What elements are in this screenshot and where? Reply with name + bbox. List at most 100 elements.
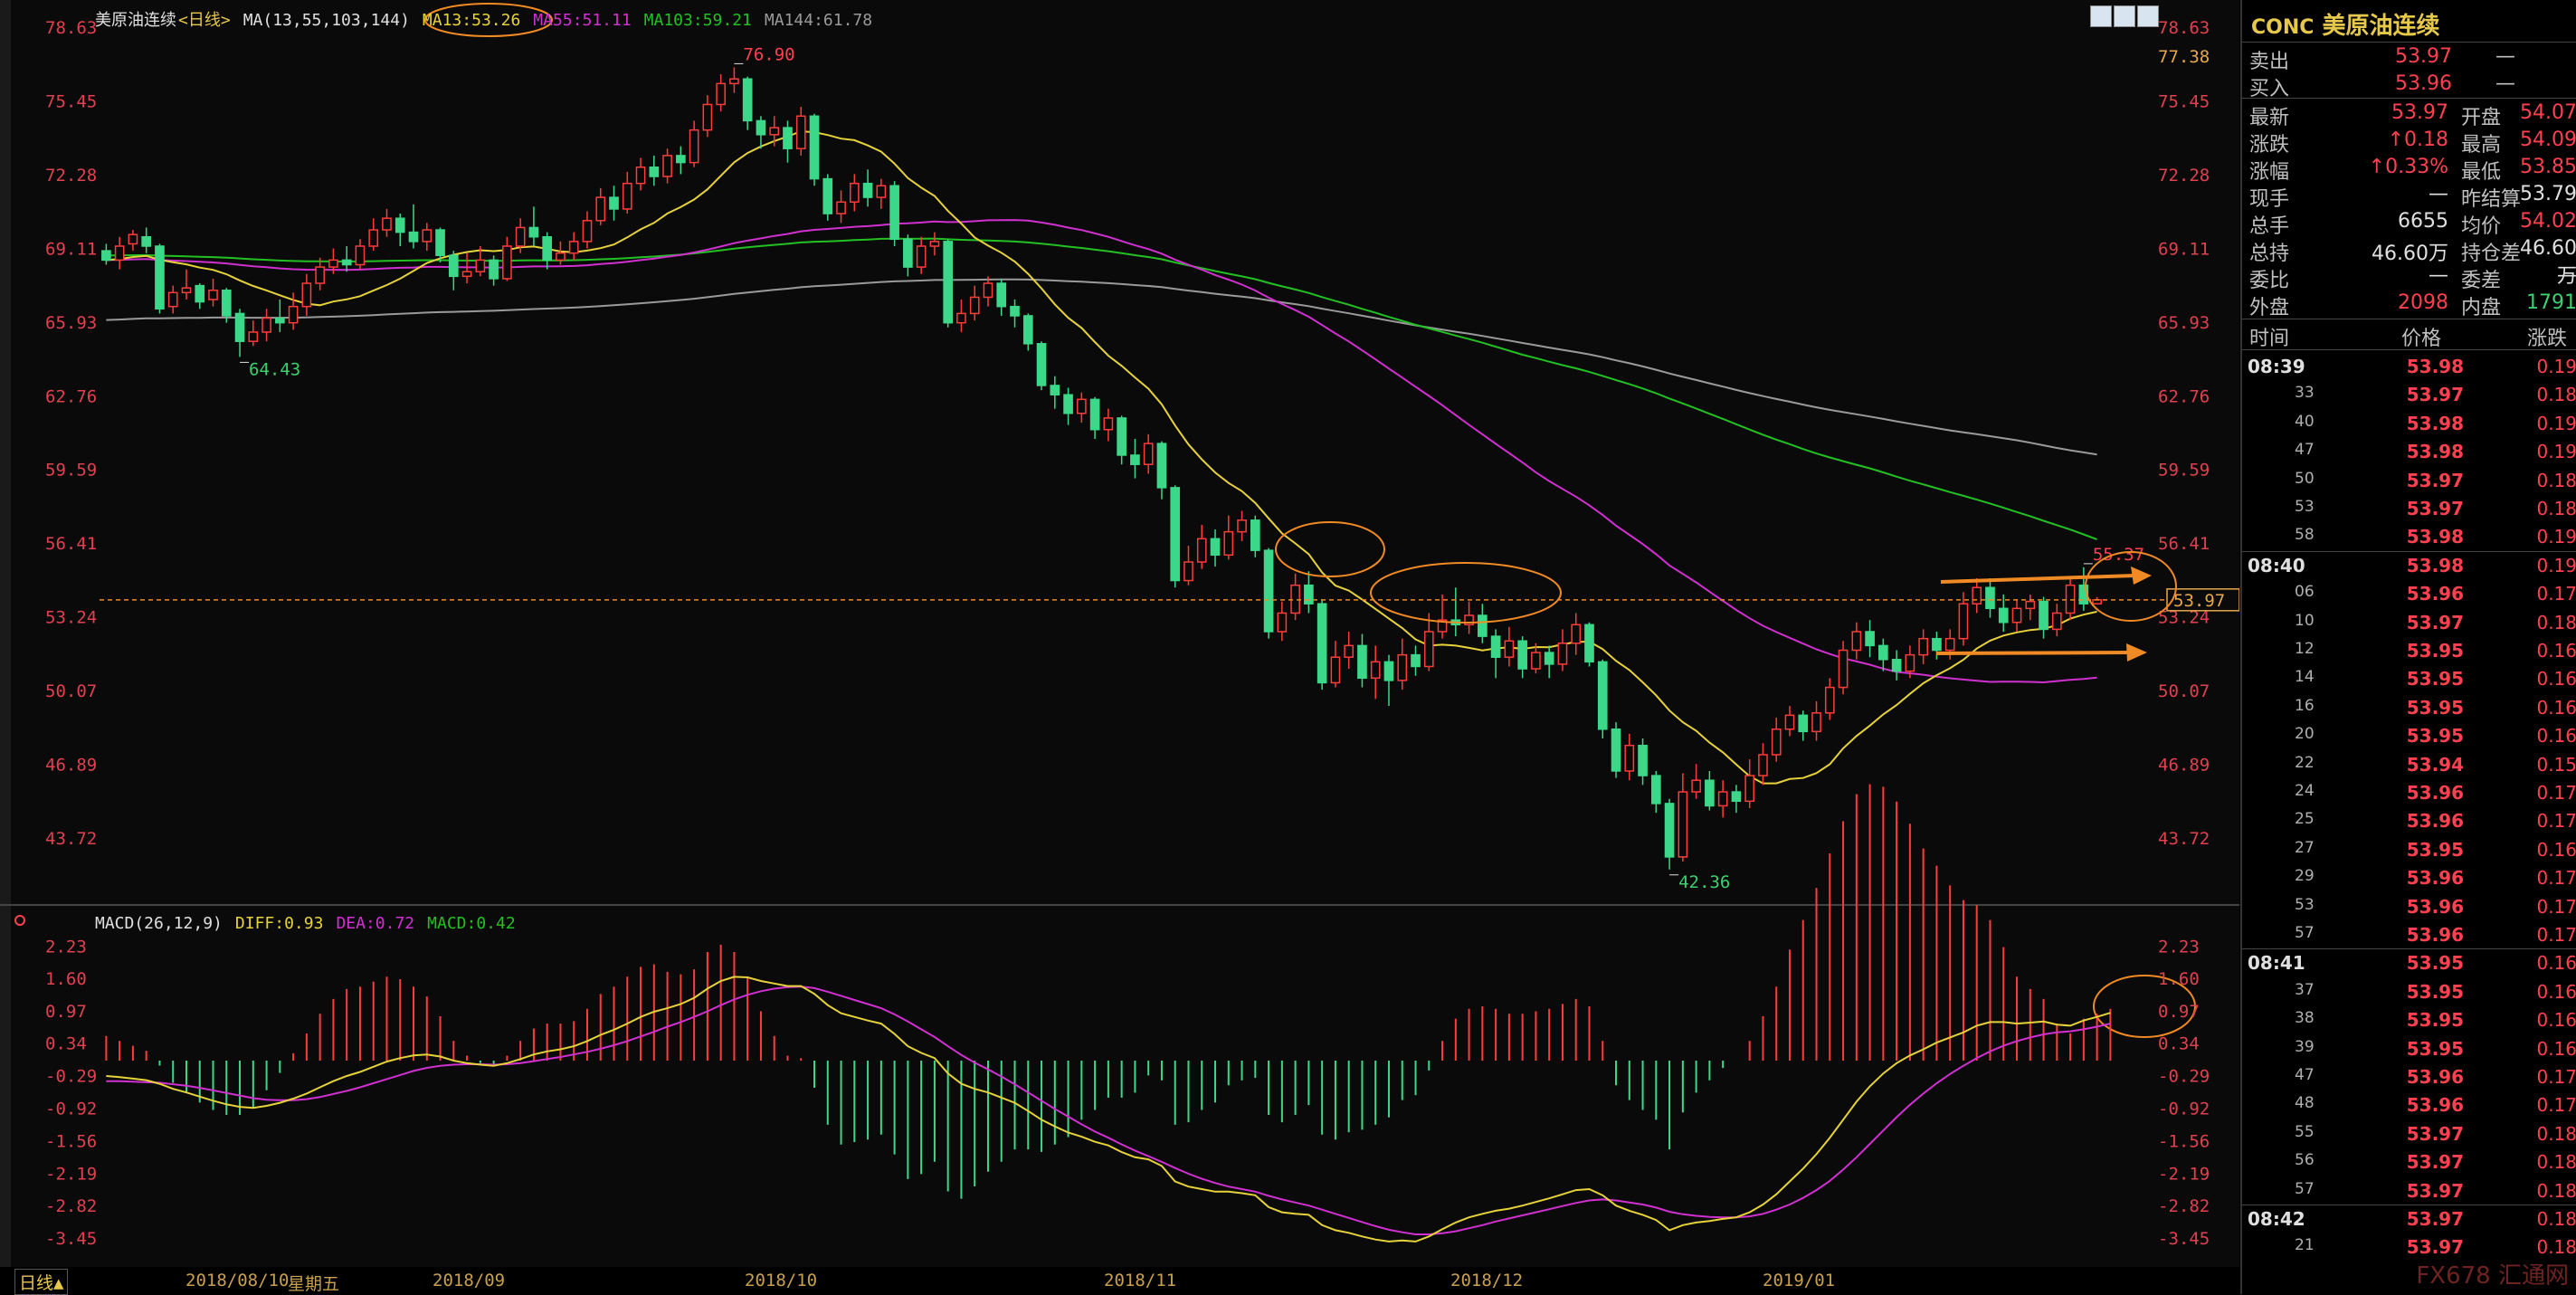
- stat-value: 53.79: [2520, 183, 2576, 205]
- month-label: 2019/01: [1763, 1271, 1836, 1290]
- candle-body: [1317, 603, 1327, 684]
- macd-y-tick-label: -0.92: [2158, 1099, 2210, 1119]
- y-tick-label: 50.07: [2158, 681, 2210, 701]
- macd-y-tick-label: 0.97: [45, 1002, 87, 1022]
- tick-change: 0.17: [2536, 810, 2576, 833]
- ma103-label: MA103:59.21: [643, 11, 752, 30]
- candle-body: [114, 245, 125, 262]
- candle-body: [649, 166, 660, 177]
- tick-row[interactable]: 40 53.98 0.19: [2242, 410, 2576, 438]
- tick-row[interactable]: 48 53.96 0.17: [2242, 1091, 2576, 1119]
- tick-price: 53.96: [2406, 782, 2464, 804]
- tick-row[interactable]: 56 53.97 0.18: [2242, 1148, 2576, 1176]
- tick-change: 0.16: [2536, 952, 2576, 975]
- tick-row[interactable]: 08:42 53.97 0.18: [2242, 1205, 2576, 1233]
- tick-change: 0.16: [2536, 980, 2576, 1003]
- tick-row[interactable]: 38 53.95 0.16: [2242, 1006, 2576, 1034]
- stat-value: 46.60万: [2372, 243, 2448, 265]
- tick-row[interactable]: 29 53.96 0.17: [2242, 864, 2576, 892]
- tick-time: 50: [2295, 469, 2315, 488]
- y-tick-label: 43.72: [45, 829, 97, 849]
- tick-row[interactable]: 20 53.95 0.16: [2242, 722, 2576, 750]
- tick-row[interactable]: 08:41 53.95 0.16: [2242, 949, 2576, 977]
- macd-y-tick-label: 2.23: [45, 937, 87, 957]
- stat-label: 总持: [2249, 243, 2290, 265]
- tick-price: 53.97: [2406, 1179, 2464, 1202]
- tick-row[interactable]: 12 53.95 0.16: [2242, 637, 2576, 665]
- month-label: 2018/11: [1104, 1271, 1177, 1290]
- tick-row[interactable]: 25 53.96 0.17: [2242, 807, 2576, 835]
- tick-row[interactable]: 47 53.96 0.17: [2242, 1063, 2576, 1091]
- stat-value: 1791: [2526, 291, 2576, 314]
- candle-body: [275, 317, 285, 324]
- dea-line: [106, 986, 2111, 1235]
- tick-row[interactable]: 08:40 53.98 0.19: [2242, 552, 2576, 580]
- tick-change: 0.16: [2536, 838, 2576, 861]
- tick-row[interactable]: 33 53.97 0.18: [2242, 381, 2576, 409]
- tick-row[interactable]: 50 53.97 0.18: [2242, 467, 2576, 495]
- tick-row[interactable]: 57 53.96 0.17: [2242, 921, 2576, 949]
- tick-row[interactable]: 58 53.98 0.19: [2242, 523, 2576, 551]
- chart-svg[interactable]: 78.63 75.45 72.28 69.11 65.93 62.76 59.59 56.41…: [0, 0, 2239, 1267]
- tick-change: 0.19: [2536, 412, 2576, 434]
- candle-body: [2039, 600, 2048, 631]
- tick-time: 20: [2295, 725, 2315, 744]
- tick-price: 53.94: [2406, 753, 2464, 776]
- candle-body: [969, 296, 980, 315]
- tick-row[interactable]: 08:39 53.98 0.19: [2242, 353, 2576, 381]
- stat-label: 内盘: [2461, 297, 2502, 319]
- tick-row[interactable]: 14 53.95 0.16: [2242, 665, 2576, 693]
- tick-row[interactable]: 53 53.96 0.17: [2242, 893, 2576, 921]
- stat-value: 53.97: [2391, 101, 2448, 124]
- candle-body: [795, 115, 806, 149]
- tick-row[interactable]: 47 53.98 0.19: [2242, 438, 2576, 466]
- stat-value: —: [2429, 264, 2448, 287]
- tick-change: 0.17: [2536, 1066, 2576, 1088]
- tick-row[interactable]: 16 53.95 0.16: [2242, 694, 2576, 722]
- stat-value: 54.02: [2520, 210, 2576, 233]
- stat-label: 开盘: [2461, 107, 2502, 129]
- candle-body: [1290, 584, 1300, 614]
- macd-y-tick-label: -0.29: [2158, 1066, 2210, 1086]
- candle-body: [1611, 728, 1621, 772]
- last-price-label: 53.97: [2173, 591, 2225, 611]
- tick-row[interactable]: 27 53.95 0.16: [2242, 836, 2576, 864]
- candle-body: [1050, 385, 1060, 395]
- chart-area[interactable]: 78.63 75.45 72.28 69.11 65.93 62.76 59.59 56.41…: [0, 0, 2239, 1295]
- tick-row[interactable]: 39 53.95 0.16: [2242, 1035, 2576, 1063]
- tick-row[interactable]: 55 53.97 0.18: [2242, 1120, 2576, 1148]
- candle-body: [1210, 538, 1221, 557]
- tick-row[interactable]: 24 53.96 0.17: [2242, 779, 2576, 807]
- close-icon[interactable]: [2137, 5, 2159, 27]
- tick-row[interactable]: 22 53.94 0.15: [2242, 751, 2576, 779]
- restore-icon[interactable]: [2114, 5, 2135, 27]
- zoom-icon[interactable]: [2090, 5, 2112, 27]
- ma13-label: MA13:53.26: [422, 11, 521, 30]
- tick-change: 0.19: [2536, 356, 2576, 377]
- tick-row[interactable]: 57 53.97 0.18: [2242, 1177, 2576, 1205]
- candle-body: [756, 119, 766, 136]
- candle-body: [2025, 600, 2036, 610]
- candle-body: [556, 252, 566, 262]
- mode-button[interactable]: 日线▲: [14, 1269, 69, 1295]
- candle-body: [261, 317, 271, 333]
- tick-row[interactable]: 06 53.96 0.17: [2242, 580, 2576, 608]
- stat-label: 最新: [2249, 107, 2290, 129]
- tick-row[interactable]: 21 53.97 0.18: [2242, 1233, 2576, 1262]
- candle-body: [101, 250, 111, 262]
- candle-body: [1944, 637, 1955, 652]
- tick-row[interactable]: 53 53.97 0.18: [2242, 495, 2576, 523]
- tick-row[interactable]: 37 53.95 0.16: [2242, 978, 2576, 1006]
- candle-body: [1263, 549, 1274, 633]
- tick-price: 53.95: [2406, 725, 2464, 747]
- candle-body: [929, 241, 940, 247]
- macd-y-tick-label: -2.82: [45, 1196, 97, 1216]
- macd-y-tick-label: -1.56: [2158, 1132, 2210, 1152]
- candle-body: [502, 245, 512, 280]
- tick-time: 56: [2295, 1151, 2315, 1170]
- tick-price: 53.95: [2406, 696, 2464, 719]
- tick-row[interactable]: 10 53.97 0.18: [2242, 609, 2576, 637]
- tick-price: 53.96: [2406, 867, 2464, 890]
- macd-y-tick-label: 1.60: [2158, 969, 2200, 989]
- ma-params: MA(13,55,103,144): [242, 11, 410, 30]
